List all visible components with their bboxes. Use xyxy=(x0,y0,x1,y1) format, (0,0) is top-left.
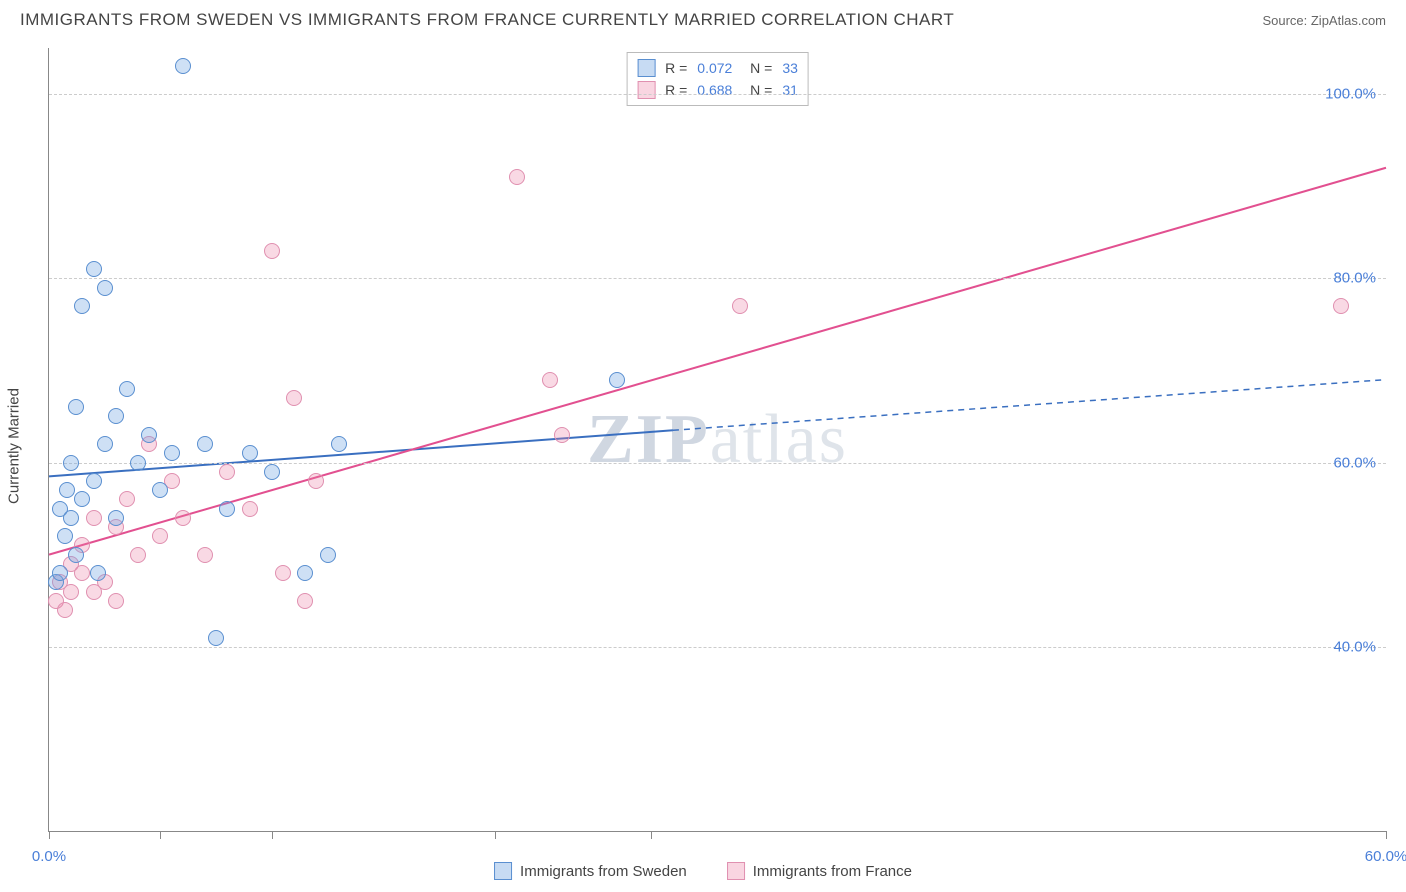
data-point xyxy=(609,372,625,388)
data-point xyxy=(197,547,213,563)
data-point xyxy=(554,427,570,443)
chart-title: IMMIGRANTS FROM SWEDEN VS IMMIGRANTS FRO… xyxy=(20,10,954,30)
data-point xyxy=(242,445,258,461)
data-point xyxy=(286,390,302,406)
data-point xyxy=(197,436,213,452)
data-point xyxy=(152,482,168,498)
data-point xyxy=(108,593,124,609)
data-point xyxy=(164,445,180,461)
data-point xyxy=(130,547,146,563)
data-point xyxy=(74,565,90,581)
x-tick-label: 60.0% xyxy=(1365,848,1406,865)
legend-bottom: Immigrants from Sweden Immigrants from F… xyxy=(494,862,912,880)
swatch-sweden xyxy=(637,59,655,77)
x-tick xyxy=(272,831,273,839)
trend-lines xyxy=(49,48,1386,831)
data-point xyxy=(57,528,73,544)
data-point xyxy=(219,464,235,480)
data-point xyxy=(152,528,168,544)
legend-row-france: R = 0.688 N = 31 xyxy=(637,79,798,101)
legend-label-sweden: Immigrants from Sweden xyxy=(520,863,687,880)
data-point xyxy=(542,372,558,388)
data-point xyxy=(63,584,79,600)
data-point xyxy=(297,593,313,609)
x-tick xyxy=(1386,831,1387,839)
data-point xyxy=(90,565,106,581)
data-point xyxy=(208,630,224,646)
y-tick-label: 80.0% xyxy=(1333,270,1376,287)
data-point xyxy=(275,565,291,581)
data-point xyxy=(119,491,135,507)
n-france: 31 xyxy=(782,82,798,98)
data-point xyxy=(119,381,135,397)
data-point xyxy=(86,473,102,489)
data-point xyxy=(63,510,79,526)
data-point xyxy=(141,427,157,443)
n-sweden: 33 xyxy=(782,60,798,76)
data-point xyxy=(52,565,68,581)
data-point xyxy=(63,455,79,471)
swatch-france xyxy=(637,81,655,99)
watermark: ZIPatlas xyxy=(587,400,848,480)
y-tick-label: 60.0% xyxy=(1333,454,1376,471)
chart-container: ZIPatlas R = 0.072 N = 33 R = 0.688 N = … xyxy=(48,48,1386,832)
source-label: Source: ZipAtlas.com xyxy=(1262,13,1386,28)
data-point xyxy=(97,280,113,296)
legend-item-france: Immigrants from France xyxy=(727,862,912,880)
gridline xyxy=(49,278,1386,279)
gridline xyxy=(49,94,1386,95)
data-point xyxy=(732,298,748,314)
swatch-france-icon xyxy=(727,862,745,880)
y-axis-label: Currently Married xyxy=(6,388,23,504)
gridline xyxy=(49,463,1386,464)
data-point xyxy=(308,473,324,489)
plot-area: ZIPatlas R = 0.072 N = 33 R = 0.688 N = … xyxy=(48,48,1386,832)
data-point xyxy=(130,455,146,471)
data-point xyxy=(59,482,75,498)
data-point xyxy=(74,491,90,507)
data-point xyxy=(242,501,258,517)
gridline xyxy=(49,647,1386,648)
data-point xyxy=(86,510,102,526)
legend-row-sweden: R = 0.072 N = 33 xyxy=(637,57,798,79)
data-point xyxy=(57,602,73,618)
data-point xyxy=(264,243,280,259)
data-point xyxy=(68,399,84,415)
y-tick-label: 40.0% xyxy=(1333,638,1376,655)
data-point xyxy=(509,169,525,185)
legend-label-france: Immigrants from France xyxy=(753,863,912,880)
legend-stats: R = 0.072 N = 33 R = 0.688 N = 31 xyxy=(626,52,809,106)
data-point xyxy=(108,510,124,526)
data-point xyxy=(175,510,191,526)
data-point xyxy=(74,298,90,314)
data-point xyxy=(86,261,102,277)
x-tick xyxy=(160,831,161,839)
legend-item-sweden: Immigrants from Sweden xyxy=(494,862,687,880)
data-point xyxy=(331,436,347,452)
r-sweden: 0.072 xyxy=(697,60,732,76)
data-point xyxy=(97,436,113,452)
x-tick xyxy=(49,831,50,839)
data-point xyxy=(297,565,313,581)
y-tick-label: 100.0% xyxy=(1325,86,1376,103)
x-tick-label: 0.0% xyxy=(32,848,66,865)
swatch-sweden-icon xyxy=(494,862,512,880)
data-point xyxy=(219,501,235,517)
data-point xyxy=(320,547,336,563)
data-point xyxy=(175,58,191,74)
r-france: 0.688 xyxy=(697,82,732,98)
data-point xyxy=(68,547,84,563)
x-tick xyxy=(651,831,652,839)
data-point xyxy=(1333,298,1349,314)
data-point xyxy=(108,408,124,424)
data-point xyxy=(264,464,280,480)
x-tick xyxy=(495,831,496,839)
